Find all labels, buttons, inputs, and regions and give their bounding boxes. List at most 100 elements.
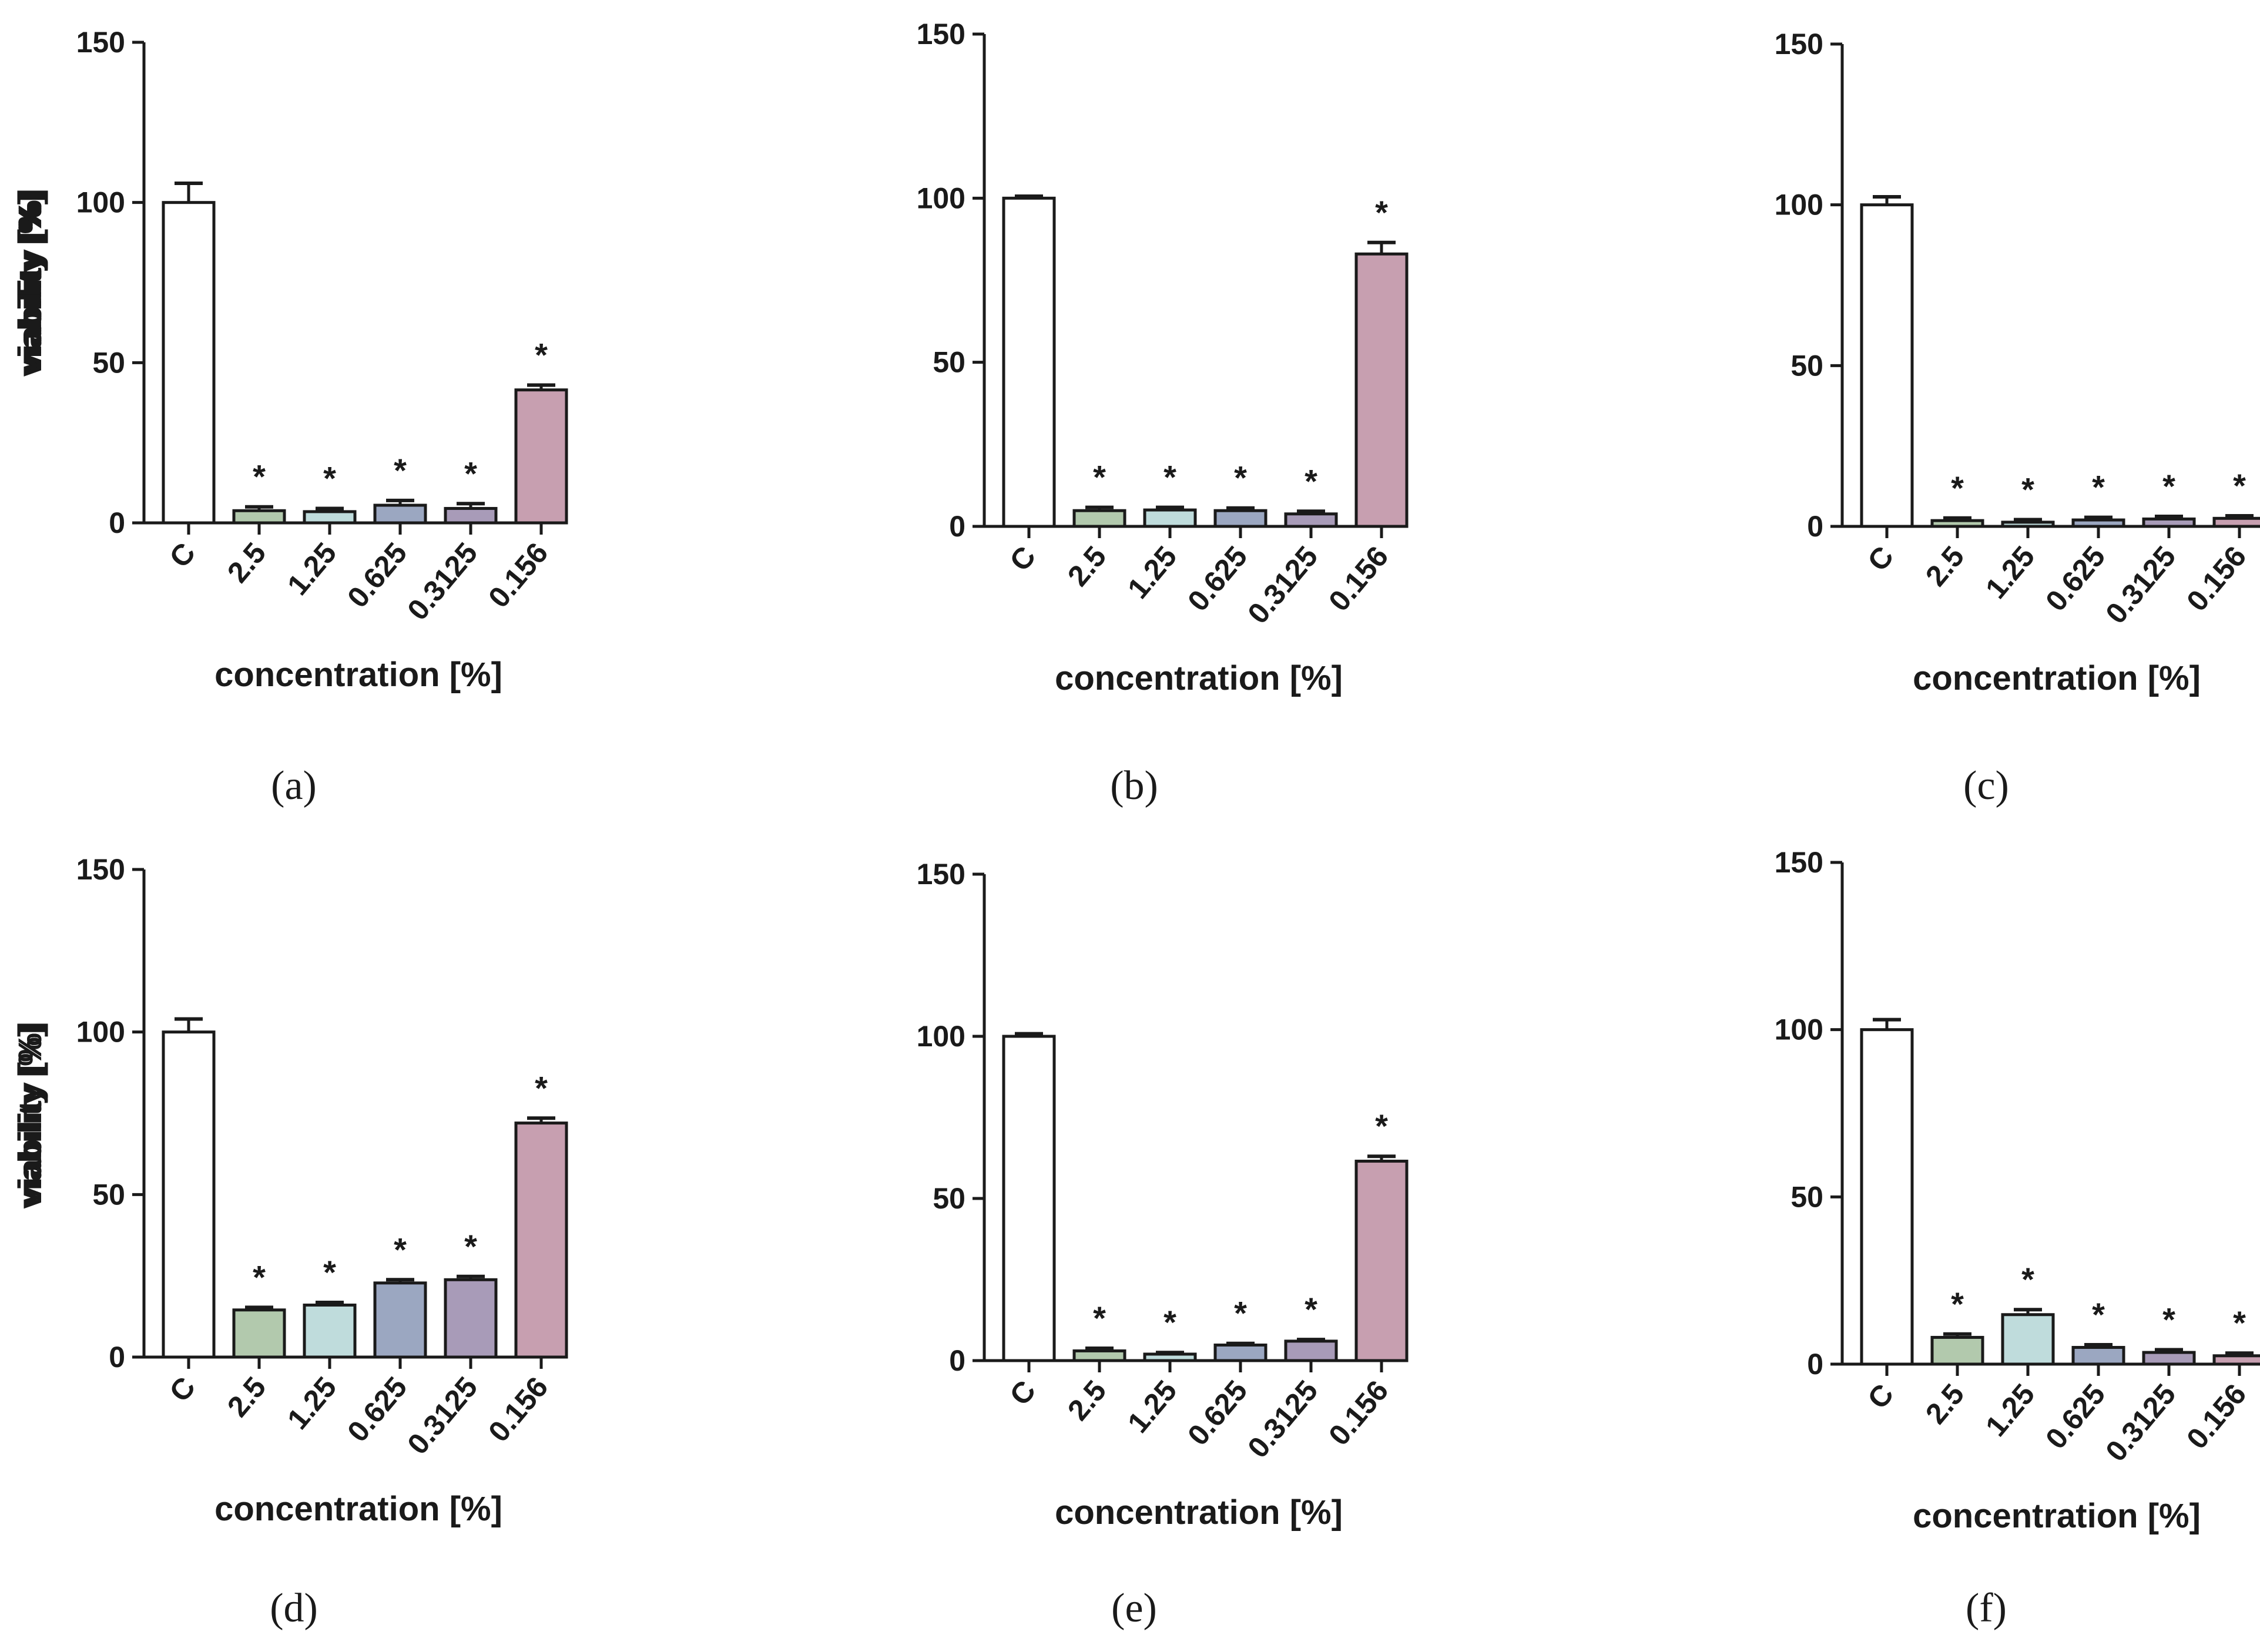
y-axis-label: viability [%]	[11, 1022, 48, 1204]
significance-marker: *	[253, 1258, 266, 1295]
x-tick-label: 2.5	[221, 1371, 273, 1423]
bar-0.625	[373, 503, 427, 525]
y-tick-label: 0	[949, 1344, 965, 1377]
y-tick-label: 100	[76, 1016, 125, 1049]
y-tick-label: 100	[917, 1020, 965, 1053]
x-tick-label: 2.5	[1919, 1378, 1971, 1430]
significance-marker: *	[2162, 468, 2175, 505]
x-tick-label: 0.156	[2180, 1378, 2252, 1455]
x-tick-label: C	[1861, 540, 1900, 577]
y-tick-label: 100	[1775, 1013, 1823, 1046]
x-tick-label: 0.3125	[2099, 1378, 2182, 1468]
significance-marker: *	[1375, 194, 1388, 231]
x-tick-label: C	[163, 536, 202, 574]
panel-label: (f)	[1966, 1586, 2007, 1631]
significance-marker: *	[2021, 1261, 2034, 1298]
y-tick-label: 100	[917, 182, 965, 214]
bar-0.3125	[1284, 512, 1338, 528]
bar-0.625	[1213, 1344, 1268, 1362]
y-tick-label: 100	[76, 186, 125, 219]
bar-C	[1002, 1035, 1056, 1362]
bar-1.25	[1143, 508, 1197, 528]
x-tick-label: 0.625	[1181, 1374, 1253, 1452]
x-tick-label: C	[1003, 540, 1042, 577]
y-axis-label: viability [%]	[11, 191, 48, 374]
bar-0.156	[514, 388, 568, 525]
x-tick-label: 0.625	[2039, 1378, 2111, 1455]
bar-0.156	[1354, 252, 1409, 528]
y-axis-label: viability [%]	[11, 194, 48, 377]
bar-0.3125	[444, 1278, 498, 1359]
bar-0.3125	[444, 506, 498, 525]
significance-marker: *	[1093, 459, 1106, 496]
bar-2.5	[1072, 509, 1126, 528]
x-axis-label: concentration [%]	[1055, 1493, 1343, 1532]
x-tick-label: 0.3125	[401, 1371, 484, 1460]
bar-1.25	[2001, 1313, 2055, 1366]
y-tick-label: 0	[1807, 1348, 1823, 1381]
panel-label: (b)	[1110, 763, 1158, 808]
bar-1.25	[303, 1303, 357, 1359]
y-tick-label: 50	[933, 1182, 965, 1215]
bar-0.625	[1213, 509, 1268, 528]
significance-marker: *	[1163, 1304, 1176, 1341]
x-tick-label: 0.156	[482, 1371, 554, 1448]
x-axis-label: concentration [%]	[1913, 1497, 2201, 1535]
x-tick-label: 1.25	[1979, 540, 2041, 605]
x-tick-label: 0.156	[1322, 1374, 1394, 1452]
y-axis-label: viability [%]	[11, 1022, 48, 1204]
significance-marker: *	[1234, 1295, 1247, 1332]
y-tick-label: 50	[92, 1178, 125, 1211]
bar-1.25	[303, 510, 357, 525]
x-tick-label: 1.25	[1121, 1374, 1183, 1439]
x-axis-label: concentration [%]	[214, 656, 502, 694]
y-tick-label: 150	[76, 853, 125, 886]
x-tick-label: 0.3125	[1241, 540, 1324, 630]
y-tick-label: 50	[933, 346, 965, 379]
bar-0.625	[2071, 518, 2125, 528]
panel-label: (e)	[1111, 1586, 1157, 1631]
x-tick-label: 2.5	[1919, 540, 1971, 592]
y-tick-label: 0	[109, 506, 125, 539]
significance-marker: *	[394, 1231, 407, 1268]
x-tick-label: 1.25	[281, 1371, 343, 1436]
y-tick-label: 0	[949, 510, 965, 543]
x-tick-label: 0.3125	[2099, 540, 2182, 630]
significance-marker: *	[2233, 467, 2246, 504]
x-tick-label: 0.3125	[401, 536, 484, 626]
significance-marker: *	[1234, 459, 1247, 496]
significance-marker: *	[464, 1228, 477, 1265]
x-tick-label: 0.625	[341, 1371, 413, 1448]
x-tick-label: 0.3125	[1241, 1374, 1324, 1464]
panel-label: (d)	[270, 1586, 318, 1631]
significance-marker: *	[1305, 462, 1317, 499]
bar-0.3125	[2142, 1351, 2196, 1366]
significance-marker: *	[464, 455, 477, 492]
bar-2.5	[1930, 519, 1984, 528]
bar-C	[162, 1030, 216, 1359]
bar-2.5	[1072, 1349, 1126, 1362]
panel-4: 0 50 100 150 viability [%] C * 2.5 * 1.25 * 0.625 * 0…	[11, 853, 568, 1631]
y-tick-label: 150	[1775, 28, 1823, 61]
bar-C	[1002, 196, 1056, 528]
bar-0.156	[2212, 516, 2260, 528]
x-axis-label: concentration [%]	[1913, 659, 2201, 697]
bar-1.25	[1143, 1352, 1197, 1362]
y-tick-label: 50	[1790, 1180, 1823, 1213]
y-tick-label: 50	[1790, 349, 1823, 382]
bar-1.25	[2001, 521, 2055, 528]
x-tick-label: 0.156	[1322, 540, 1394, 617]
y-tick-label: 150	[1775, 846, 1823, 879]
bar-0.3125	[1284, 1339, 1338, 1362]
y-tick-label: 0	[1807, 510, 1823, 543]
bar-C	[162, 201, 216, 525]
x-tick-label: 1.25	[1979, 1378, 2041, 1443]
bar-2.5	[1930, 1335, 1984, 1366]
bar-2.5	[232, 509, 286, 525]
significance-marker: *	[2021, 471, 2034, 508]
significance-marker: *	[535, 1069, 548, 1106]
x-tick-label: C	[163, 1371, 202, 1408]
y-tick-label: 150	[917, 858, 965, 891]
x-tick-label: 2.5	[221, 536, 273, 589]
